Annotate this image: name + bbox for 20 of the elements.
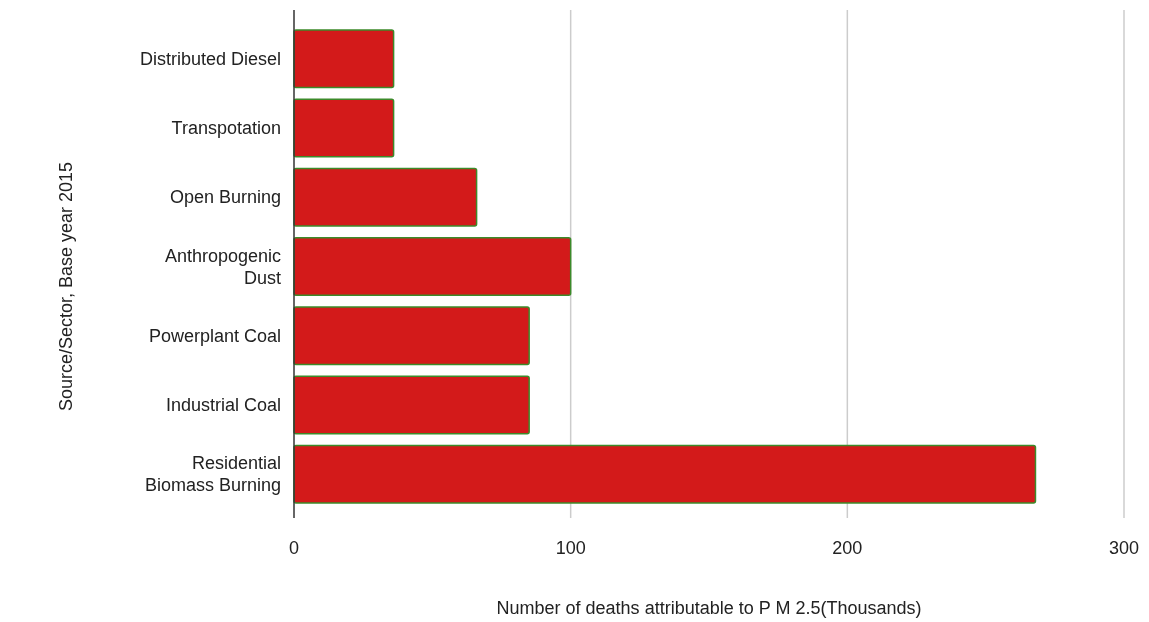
y-tick-label: Powerplant Coal [148, 325, 281, 346]
bar [293, 98, 395, 158]
y-tick-label: Residential Biomass Burning [144, 453, 281, 496]
y-tick-label: Distributed Diesel [139, 48, 281, 69]
bar [293, 167, 478, 227]
y-tick-label: Open Burning [169, 187, 281, 208]
x-tick-label: 0 [288, 538, 300, 558]
y-axis-title: Source/Sector, Base year 2015 [56, 161, 76, 412]
x-axis-title: Number of deaths attributable to P M 2.5(Thousands) [496, 598, 922, 618]
y-tick-label: Transpotation [171, 117, 281, 138]
bar [293, 444, 1037, 504]
x-tick-label: 200 [832, 538, 863, 558]
bar [293, 306, 530, 366]
bar [293, 237, 572, 296]
y-tick-label: Anthropogenic Dust [164, 245, 281, 288]
bar [293, 29, 395, 89]
bar [293, 375, 530, 435]
x-tick-label: 300 [1108, 538, 1140, 558]
y-tick-label: Industrial Coal [165, 395, 281, 416]
x-tick-label: 100 [555, 538, 586, 558]
